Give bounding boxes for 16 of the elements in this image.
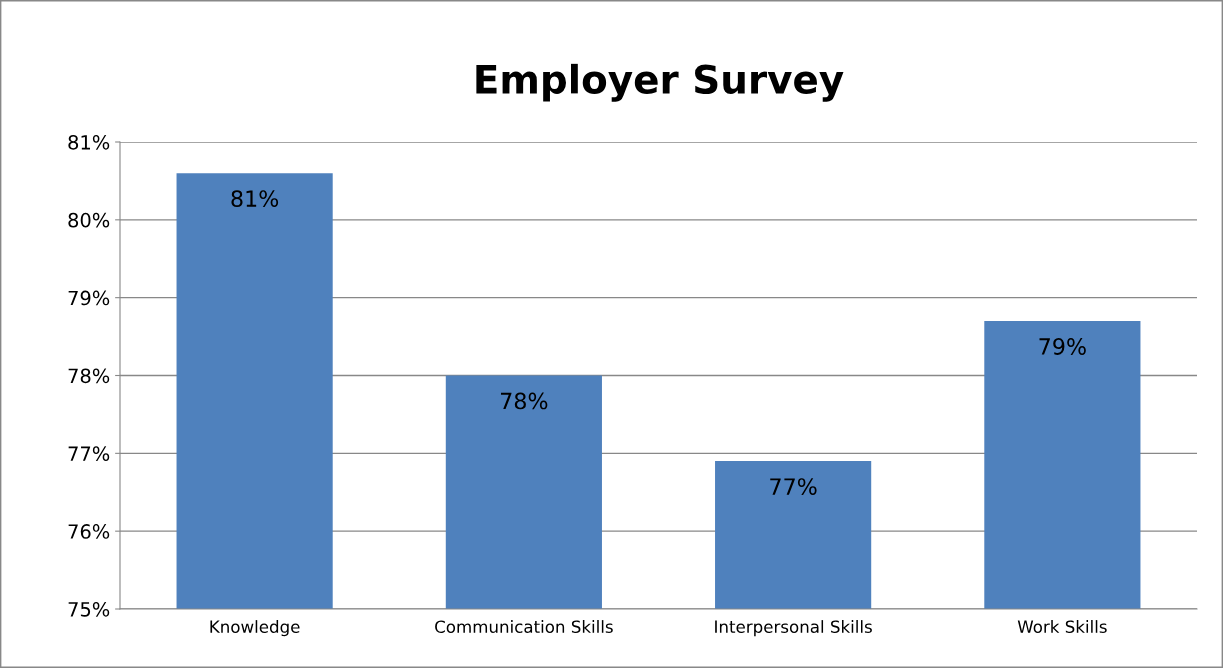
x-tick-label: Knowledge — [210, 620, 300, 637]
data-label: 77% — [770, 478, 817, 495]
x-tick-label: Interpersonal Skills — [715, 620, 872, 637]
data-label: 78% — [501, 392, 548, 410]
chart-title: Employer Survey — [476, 63, 844, 102]
data-label: 79% — [1039, 338, 1086, 355]
y-tick-label: 77% — [68, 446, 110, 461]
y-tick-label: 81% — [68, 134, 110, 150]
x-tick-label: Communication Skills — [435, 620, 613, 634]
y-tick-label: 79% — [68, 290, 110, 306]
data-label: 81% — [231, 190, 279, 207]
x-tick-label: Work Skills — [1017, 620, 1107, 634]
y-tick-label: 80% — [68, 212, 110, 228]
y-tick-label: 78% — [68, 368, 110, 384]
y-tick-label: 76% — [68, 524, 110, 539]
y-tick-label: 75% — [68, 601, 110, 617]
